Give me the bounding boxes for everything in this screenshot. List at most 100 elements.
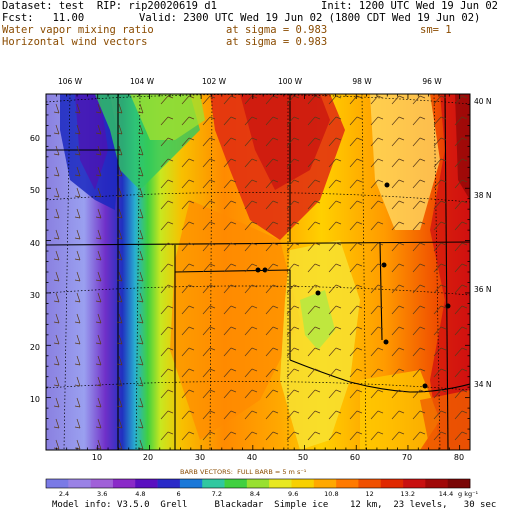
wind-barb <box>244 263 258 273</box>
wind-barb <box>202 368 216 378</box>
city-dot <box>255 267 261 273</box>
wind-barb <box>307 137 321 147</box>
wind-barb <box>412 242 426 252</box>
wind-barb <box>328 368 342 378</box>
wind-barb <box>137 187 144 198</box>
wind-barb <box>433 221 447 231</box>
wind-barb <box>244 326 258 336</box>
wind-barb <box>349 158 363 168</box>
wind-barb <box>53 397 60 408</box>
wind-barb <box>160 431 174 441</box>
wind-barb <box>349 263 363 273</box>
wind-barb <box>433 431 447 441</box>
wind-barb <box>391 179 405 189</box>
city-dot <box>262 267 268 273</box>
wind-barb <box>433 389 447 399</box>
wind-barb <box>454 410 468 420</box>
wind-barb <box>349 179 363 189</box>
wind-barb <box>160 389 174 399</box>
wind-barb <box>95 292 102 303</box>
wind-barb <box>244 200 258 210</box>
wind-barb <box>286 95 300 105</box>
colorbar-label: 12 <box>365 490 373 498</box>
wind-barb <box>370 263 384 273</box>
wind-barb <box>265 347 279 357</box>
wind-barb <box>223 389 237 399</box>
colorbar-swatch <box>291 479 315 488</box>
model-info: Model info: V3.5.0 Grell Blackadar Simpl… <box>52 500 497 510</box>
wind-barb <box>328 431 342 441</box>
wind-barb <box>95 124 102 135</box>
wind-barb <box>202 242 216 252</box>
wind-barb <box>95 187 102 198</box>
colorbar-label: 2.4 <box>59 490 69 498</box>
wind-barb <box>95 250 102 261</box>
wind-barb <box>286 137 300 147</box>
wind-barb <box>160 284 174 294</box>
wind-barb <box>391 137 405 147</box>
wind-barb <box>349 347 363 357</box>
wind-barb <box>307 242 321 252</box>
lat-label: 40 N <box>474 97 492 106</box>
wind-barb <box>74 103 81 114</box>
wind-barb <box>223 431 237 441</box>
wind-barb <box>223 284 237 294</box>
wind-barb <box>265 158 279 168</box>
wind-barb <box>202 137 216 147</box>
wind-barb <box>454 158 468 168</box>
wind-barb <box>286 242 300 252</box>
wind-barb <box>328 347 342 357</box>
wind-barb <box>370 284 384 294</box>
wind-barb <box>223 410 237 420</box>
wind-barb <box>74 124 81 135</box>
wind-barb <box>412 347 426 357</box>
wind-barb <box>95 397 102 408</box>
wind-barb <box>116 313 123 324</box>
colorbar-swatch <box>224 479 248 488</box>
colorbar-swatch <box>90 479 114 488</box>
wind-barb <box>53 229 60 240</box>
wind-barb <box>202 431 216 441</box>
wind-barb <box>454 200 468 210</box>
wind-barb <box>391 116 405 126</box>
wind-barb <box>244 431 258 441</box>
wind-barb <box>137 355 144 366</box>
wind-barb <box>53 334 60 345</box>
wind-barb <box>265 368 279 378</box>
wind-barb <box>391 410 405 420</box>
wind-barb <box>74 250 81 261</box>
wind-barb <box>202 347 216 357</box>
y-tick-label: 30 <box>30 291 40 300</box>
x-tick-label: 80 <box>454 453 464 462</box>
wind-barb <box>454 347 468 357</box>
city-dot <box>381 262 387 268</box>
wind-barb <box>265 284 279 294</box>
colorbar-swatch <box>403 479 426 488</box>
wind-barb <box>223 116 237 126</box>
wind-barb <box>116 103 123 114</box>
wind-barb <box>433 263 447 273</box>
wind-barb <box>202 95 216 105</box>
wind-barb <box>286 368 300 378</box>
wind-barb <box>349 431 363 441</box>
wind-barb <box>307 326 321 336</box>
wind-barb <box>160 95 174 105</box>
wind-barb <box>137 292 144 303</box>
colorbar-swatch <box>447 479 471 488</box>
wind-barb <box>137 166 144 177</box>
y-tick-label: 20 <box>30 343 40 352</box>
wind-barb <box>116 229 123 240</box>
wind-barb <box>202 221 216 231</box>
colorbar-label: 4.8 <box>135 490 145 498</box>
wind-barb <box>160 137 174 147</box>
wind-barb <box>349 305 363 315</box>
wind-barb <box>137 103 144 114</box>
wind-barb <box>53 145 60 156</box>
wind-barb <box>286 179 300 189</box>
wind-barb <box>137 229 144 240</box>
wind-barb <box>433 368 447 378</box>
wind-barb <box>244 137 258 147</box>
wind-barb <box>181 347 195 357</box>
colorbar-label: 3.6 <box>97 490 107 498</box>
